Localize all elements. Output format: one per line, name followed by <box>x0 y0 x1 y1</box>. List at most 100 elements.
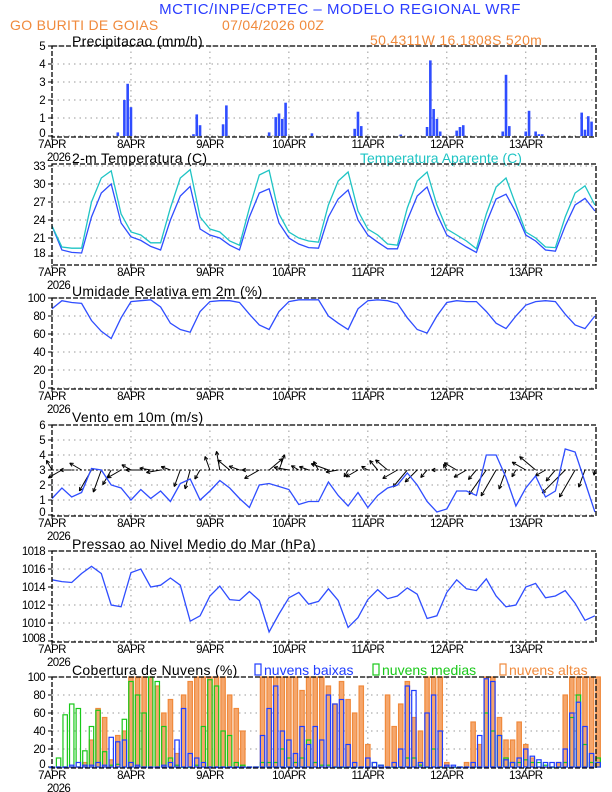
cloud-bar-nuvens-altas <box>161 712 167 768</box>
cloud-bar-nuvens-altas <box>167 698 174 768</box>
x-year-label: 2026 <box>47 152 70 164</box>
cloud-bar-nuvens-medias <box>75 707 82 768</box>
precip-bar <box>123 100 126 136</box>
x-tick-label: 13APR <box>509 139 543 151</box>
precip-bar <box>225 105 228 136</box>
x-tick-label: 10APR <box>272 770 306 782</box>
cloud-bar-nuvens-baixas <box>450 764 457 768</box>
wind-arrow <box>204 456 211 471</box>
wind-arrow <box>545 469 556 482</box>
wind-arrow <box>69 462 82 471</box>
cloud-bar-nuvens-altas <box>476 743 483 768</box>
cloud-bar-nuvens-baixas <box>470 761 476 768</box>
precip-bar <box>129 107 133 136</box>
y-tick-label: 5 <box>39 435 45 447</box>
precip-bar <box>274 117 278 136</box>
precip-bar <box>432 109 435 136</box>
wind-arrow <box>404 469 418 483</box>
precip-bar <box>435 118 439 136</box>
cloud-bar-nuvens-altas <box>101 716 108 768</box>
wind-arrow <box>361 465 369 471</box>
wind-arrow <box>431 467 437 473</box>
cloud-bar-nuvens-altas <box>424 676 430 768</box>
wind-arrow <box>375 459 388 471</box>
x-tick-label: 11APR <box>352 139 385 151</box>
precip-bar <box>281 118 284 136</box>
cloud-bar-nuvens-baixas <box>397 748 404 768</box>
cloud-bar-nuvens-baixas <box>509 761 516 768</box>
y-tick-label: 40 <box>33 726 45 738</box>
y-tick-label: 30 <box>33 179 45 191</box>
cloud-bar-nuvens-altas <box>470 721 476 768</box>
wind-arrow <box>59 467 72 473</box>
cloud-bar-nuvens-altas <box>384 694 391 768</box>
cloud-bar-nuvens-baixas <box>200 761 207 768</box>
cloud-bar-nuvens-medias <box>55 757 62 768</box>
y-tick-label: 3 <box>39 77 45 89</box>
cloud-bar-nuvens-altas <box>279 676 286 768</box>
wind-arrow <box>194 469 201 480</box>
cloud-bar-nuvens-baixas <box>536 759 542 768</box>
x-tick-label: 11APR <box>352 518 385 530</box>
y-tick-label: 80 <box>33 311 45 323</box>
cloud-bar-nuvens-altas <box>496 716 503 768</box>
panel-title: 2-m Temperatura (C) <box>72 150 207 166</box>
cloud-bar-nuvens-altas <box>305 676 312 768</box>
x-tick-label: 10APR <box>272 267 306 279</box>
cloud-bar-nuvens-altas <box>345 698 351 768</box>
wind-arrow <box>467 469 477 480</box>
legend-swatch <box>372 663 380 676</box>
cloud-bar-nuvens-altas <box>147 676 154 768</box>
y-tick-label: 20 <box>33 744 45 756</box>
precip-bar <box>455 130 458 136</box>
cloud-bar-nuvens-baixas <box>174 739 180 768</box>
x-year-label: 2026 <box>47 657 70 669</box>
y-tick-label: 1014 <box>22 582 46 594</box>
x-tick-label: 10APR <box>272 518 306 530</box>
y-tick-label: 80 <box>33 690 45 702</box>
x-tick-label: 7APR <box>38 770 66 782</box>
y-tick-label: 1 <box>39 495 45 507</box>
x-tick-label: 12APR <box>430 770 464 782</box>
wind-arrow <box>160 465 171 471</box>
plot-frame <box>51 297 597 390</box>
cloud-bar-nuvens-altas <box>332 703 338 768</box>
wind-arrow <box>273 465 289 471</box>
cloud-bar-nuvens-baixas <box>542 761 549 768</box>
wind-arrow <box>541 469 566 494</box>
y-tick-label: 5 <box>39 41 45 53</box>
clouds-panel: 0 20 40 60 80 100 7APR 8APR 9APR 10APR 11APR 12APR 1… <box>28 662 601 792</box>
cloud-bar-nuvens-altas <box>417 730 424 768</box>
x-tick-label: 10APR <box>272 644 306 656</box>
cloud-bar-nuvens-baixas <box>68 764 75 768</box>
wind-arrow <box>534 469 546 477</box>
cloud-bar-nuvens-altas <box>141 676 147 768</box>
cloud-bar-nuvens-altas <box>437 676 444 768</box>
cloud-bar-nuvens-baixas <box>187 752 193 768</box>
wind-arrow <box>480 469 497 497</box>
wind-arrow <box>47 469 63 479</box>
panel-title: Umidade Relativa em 2m (%) <box>72 283 263 299</box>
cloud-bar-nuvens-baixas <box>286 739 292 768</box>
y-tick-label: 60 <box>33 708 45 720</box>
precip-bar <box>221 124 225 136</box>
cloud-bar-nuvens-altas <box>358 685 365 768</box>
precip-bar <box>429 60 432 136</box>
wind-arrow <box>92 469 102 493</box>
wind-arrow <box>241 467 250 473</box>
cloud-bar-nuvens-altas <box>411 716 417 768</box>
precip-bar <box>359 126 363 136</box>
cloud-bar-nuvens-altas <box>582 676 588 768</box>
cloud-bar-nuvens-baixas <box>213 766 220 769</box>
wind-arrow <box>310 462 329 471</box>
cloud-bar-nuvens-baixas <box>483 678 490 768</box>
x-tick-label: 13APR <box>509 518 543 530</box>
cloud-bar-nuvens-altas <box>220 676 226 768</box>
panel-title: Cobertura de Nuvens (%) <box>72 662 238 678</box>
y-tick-label: 40 <box>33 347 45 359</box>
cloud-bar-nuvens-baixas <box>114 741 121 768</box>
pressure-panel: 1008 1010 1012 1014 1016 1018 7APR 8APR 9APR 10AP… <box>22 536 597 669</box>
y-tick-label: 24 <box>33 215 46 227</box>
x-tick-label: 13APR <box>509 267 543 279</box>
cloud-bar-nuvens-baixas <box>332 703 338 768</box>
